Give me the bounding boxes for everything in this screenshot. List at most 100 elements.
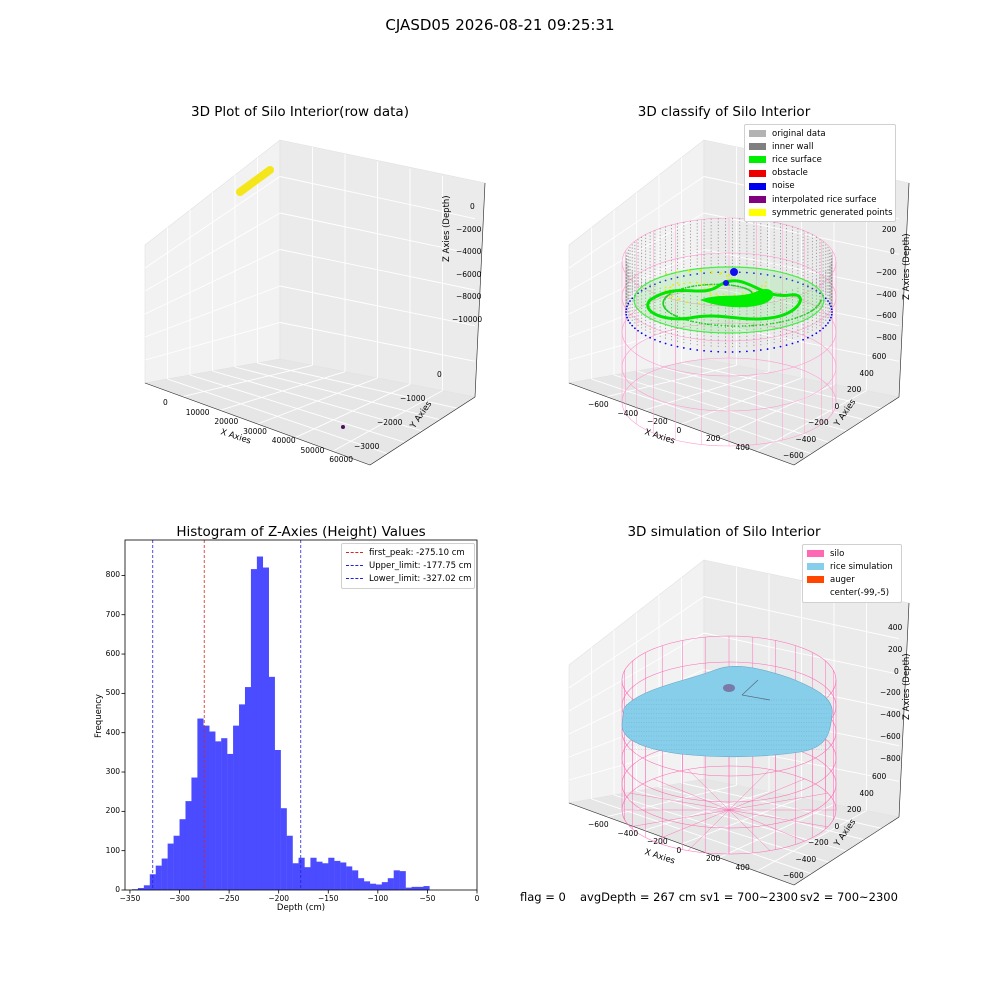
panel1-z-tick: −4000 — [456, 247, 482, 256]
panel1-z-tick: −2000 — [456, 224, 482, 234]
rice-surface-point — [736, 285, 739, 288]
rice-surface-point — [744, 325, 747, 327]
legend-label: first_peak: -275.10 cm — [369, 547, 465, 558]
rice-surface-point — [716, 283, 718, 286]
noise-point — [629, 300, 631, 302]
rice-surface-point — [751, 324, 753, 327]
legend-swatch — [807, 576, 824, 584]
panel3-title: Histogram of Z-Axies (Height) Values — [176, 524, 426, 540]
rice-surface-point — [815, 305, 818, 308]
legend-label: rice surface — [772, 154, 822, 165]
noise-point — [802, 283, 804, 286]
noise-point — [644, 287, 647, 290]
legend-label: center(-99,-5) — [830, 588, 890, 599]
symmetric-generated-point — [725, 275, 728, 277]
symmetric-generated-point — [728, 273, 730, 276]
histogram-y-tick: 500 — [105, 688, 120, 698]
rice-surface-point — [731, 325, 733, 327]
panel1-z-tick: −6000 — [456, 269, 482, 279]
panel1-x-tick: 20000 — [214, 417, 239, 426]
rice-surface-point — [745, 287, 747, 290]
rice-surface-point — [666, 310, 669, 312]
legend-label: noise — [772, 181, 795, 192]
histogram-bar — [197, 718, 204, 890]
noise-point — [828, 302, 831, 305]
noise-point — [627, 319, 630, 322]
noise-point — [703, 272, 705, 275]
panel1-x-tick: 10000 — [185, 407, 210, 417]
noise-point — [815, 289, 818, 292]
symmetric-generated-point — [672, 283, 675, 286]
panel4-z-tick: −200 — [880, 688, 901, 698]
histogram-x-tick: −300 — [169, 894, 190, 903]
rice-surface-point — [806, 312, 809, 315]
panel4-z-tick: 200 — [888, 644, 903, 654]
noise-point — [625, 313, 628, 316]
rice-surface-point — [747, 288, 750, 291]
rice-surface-point — [700, 322, 703, 325]
panel2-z-tick: 0 — [890, 246, 895, 256]
symmetric-generated-point — [741, 292, 744, 295]
noise-cluster — [723, 280, 729, 286]
panel3-legend-item: first_peak: -275.10 cm — [346, 546, 470, 559]
panel4-x-tick: −400 — [617, 828, 639, 838]
histogram-bar — [411, 886, 418, 890]
histogram-bar — [328, 857, 335, 890]
panel4-y-tick: −400 — [795, 854, 817, 864]
rice-surface-point — [714, 324, 716, 326]
rice-surface-point — [704, 283, 707, 286]
symmetric-generated-point — [709, 294, 712, 297]
histogram-x-tick: −250 — [218, 894, 240, 903]
noise-point — [807, 285, 809, 288]
noise-point — [649, 336, 651, 339]
histogram-bar — [256, 556, 264, 890]
panel4-z-tick: −800 — [880, 753, 901, 763]
panel4-y-tick: −200 — [808, 838, 829, 847]
noise-point — [830, 308, 833, 311]
panel2-points — [621, 217, 837, 447]
rice-surface-point — [801, 314, 803, 317]
noise-point — [745, 271, 748, 274]
panel2-legend: original data inner wall rice surface obsta… — [744, 124, 896, 223]
rice-surface-point — [674, 314, 676, 317]
panel2-y-tick: −600 — [783, 451, 804, 460]
y-axis-line — [793, 396, 900, 466]
symmetric-generated-point — [709, 292, 712, 294]
legend-label: silo — [830, 548, 845, 559]
panel4-x-tick: 200 — [706, 854, 721, 863]
histogram-bar — [358, 878, 365, 890]
rice-surface-point — [776, 321, 778, 324]
rice-surface-point — [807, 311, 810, 314]
noise-point — [811, 287, 814, 290]
panel3-legend-item: Upper_limit: -177.75 cm — [346, 559, 472, 572]
panel2-y-tick: −200 — [808, 418, 829, 427]
noise-point — [824, 297, 827, 300]
panel1-title: 3D Plot of Silo Interior(row data) — [191, 104, 409, 120]
noise-point — [637, 329, 639, 332]
symmetric-generated-point — [708, 285, 710, 287]
noise-point — [819, 292, 821, 295]
z-axis-line — [898, 182, 910, 398]
histogram-bar — [161, 858, 168, 890]
rice-surface-point — [761, 323, 764, 326]
panel4-legend-item: silo — [807, 547, 897, 560]
histogram-bar — [191, 777, 198, 890]
rice-surface-point — [702, 284, 705, 286]
histogram-bar — [286, 835, 293, 890]
symmetric-generated-point — [765, 281, 767, 284]
noise-point — [724, 271, 727, 273]
symmetric-generated-point — [720, 272, 723, 274]
histogram-bar — [417, 886, 424, 890]
rice-surface-point — [769, 322, 772, 325]
noise-point — [659, 281, 661, 284]
rice-surface-point — [704, 322, 707, 325]
noise-point — [797, 281, 799, 284]
panel4-title: 3D simulation of Silo Interior — [627, 524, 821, 540]
noise-point — [644, 334, 647, 337]
panel4-x-tick: −600 — [588, 820, 609, 829]
symmetric-generated-point — [703, 283, 706, 285]
panel2-y-tick: 0 — [834, 401, 840, 411]
rice-surface-point — [741, 325, 744, 327]
rice-surface-point — [676, 315, 678, 318]
rice-surface-point — [688, 286, 691, 288]
